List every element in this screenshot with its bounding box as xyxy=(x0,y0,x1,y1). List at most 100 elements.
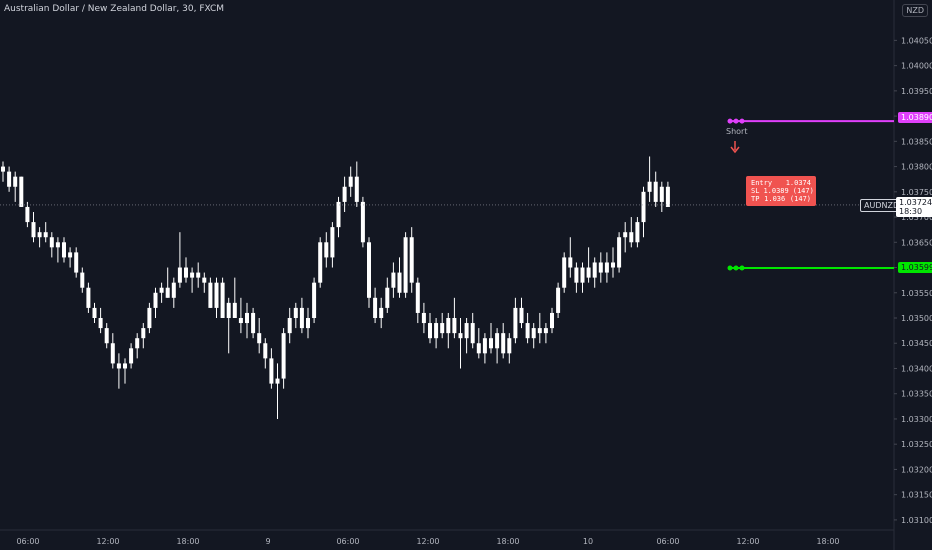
candle-body xyxy=(592,262,597,278)
candle-body xyxy=(220,282,225,318)
candle-body xyxy=(257,333,262,344)
candle-body xyxy=(452,318,457,334)
tp-pips: (147) xyxy=(789,195,811,203)
candle-body xyxy=(525,323,530,339)
candle-body xyxy=(513,307,518,339)
candle-body xyxy=(86,287,91,308)
candle-body xyxy=(129,348,134,364)
take-profit-marker xyxy=(727,265,733,271)
candle-body xyxy=(568,257,573,268)
tp-label: TP xyxy=(751,195,760,203)
candle-body xyxy=(7,171,12,187)
candle-body xyxy=(598,262,603,273)
sl-label: SL xyxy=(751,187,760,195)
time-tick-label: 18:00 xyxy=(816,537,839,546)
candle-body xyxy=(141,328,146,339)
candle-body xyxy=(586,267,591,278)
candle-body xyxy=(550,312,554,329)
candle-body xyxy=(232,302,237,318)
short-arrow-head-icon xyxy=(730,146,740,154)
time-tick-label: 12:00 xyxy=(416,537,439,546)
candle-body xyxy=(196,272,201,278)
candle-body xyxy=(281,333,286,379)
price-tick-label: 1.03850 xyxy=(901,137,932,146)
candle-body xyxy=(641,191,646,223)
candle-body xyxy=(440,323,445,334)
candle-body xyxy=(171,282,176,298)
candle-body xyxy=(299,307,304,329)
candle-body xyxy=(336,201,341,228)
candle-body xyxy=(190,272,195,278)
target-price-tag: 1.03599 xyxy=(898,262,932,273)
candle-body xyxy=(604,262,609,273)
price-tick-label: 1.03250 xyxy=(901,440,932,449)
candle-body xyxy=(68,252,73,258)
symbol-tag: AUDNZD xyxy=(860,199,904,212)
last-price: 1.03724 xyxy=(899,198,932,207)
candle-body xyxy=(562,257,567,288)
price-tick-label: 1.03200 xyxy=(901,465,932,474)
candle-body xyxy=(245,312,249,324)
candle-body xyxy=(659,186,664,202)
candle-body xyxy=(348,176,353,187)
candle-body xyxy=(275,378,280,384)
time-tick-label: 12:00 xyxy=(736,537,759,546)
candle-body xyxy=(397,272,402,293)
price-tick-label: 1.03350 xyxy=(901,390,932,399)
price-tick-label: 1.03300 xyxy=(901,415,932,424)
candle-body xyxy=(287,318,292,334)
chart-title: Australian Dollar / New Zealand Dollar, … xyxy=(4,4,225,14)
candle-body xyxy=(184,267,188,278)
price-tick-label: 1.04000 xyxy=(901,62,932,71)
candle-body xyxy=(537,328,542,334)
candle-body xyxy=(330,227,335,258)
candle-body xyxy=(251,312,256,334)
trade-info-box: Entry 1.0374 SL 1.0389 (147) TP 1.036 (147) xyxy=(746,176,816,206)
candle-body xyxy=(464,323,469,339)
last-price-tag: 1.03724 18:30 xyxy=(896,197,932,217)
candle-body xyxy=(391,272,396,288)
price-tick-label: 1.03100 xyxy=(901,516,932,525)
price-tick-label: 1.03150 xyxy=(901,491,932,500)
candle-body xyxy=(543,328,548,334)
price-tick-label: 1.03750 xyxy=(901,188,932,197)
candle-body xyxy=(202,277,207,283)
candle-body xyxy=(556,287,561,313)
price-tick-label: 1.03650 xyxy=(901,238,932,247)
candle-body xyxy=(208,282,213,308)
candle-body xyxy=(434,323,439,339)
candle-body xyxy=(165,287,170,298)
tp-row: TP 1.036 (147) xyxy=(751,195,811,203)
price-tick-label: 1.03700 xyxy=(901,213,932,222)
candle-body xyxy=(31,222,36,238)
take-profit-marker xyxy=(733,265,739,271)
candle-body xyxy=(37,232,42,238)
candle-body xyxy=(531,328,536,339)
candle-body xyxy=(367,242,371,298)
candle-body xyxy=(153,292,158,308)
candle-body xyxy=(342,186,347,202)
take-profit-marker xyxy=(739,265,745,271)
candle-body xyxy=(147,307,152,329)
short-signal-label: Short xyxy=(726,127,748,136)
price-tick-label: 1.03950 xyxy=(901,87,932,96)
candle-body xyxy=(635,222,640,243)
stop-loss-marker xyxy=(733,118,739,124)
candle-body xyxy=(617,237,622,268)
candle-body xyxy=(13,176,18,187)
price-tick-label: 1.03450 xyxy=(901,339,932,348)
currency-badge[interactable]: NZD xyxy=(902,4,928,17)
candle-body xyxy=(226,302,231,318)
candle-body xyxy=(428,323,432,339)
price-tick-label: 1.03800 xyxy=(901,163,932,172)
time-tick-label: 18:00 xyxy=(176,537,199,546)
candle-body xyxy=(476,343,481,354)
candle-body xyxy=(55,242,60,248)
candle-body xyxy=(379,307,384,318)
candle-body xyxy=(49,237,54,248)
candle-body xyxy=(611,262,615,268)
candle-body xyxy=(415,282,420,313)
candle-body xyxy=(519,307,524,324)
stop-loss-marker xyxy=(739,118,745,124)
